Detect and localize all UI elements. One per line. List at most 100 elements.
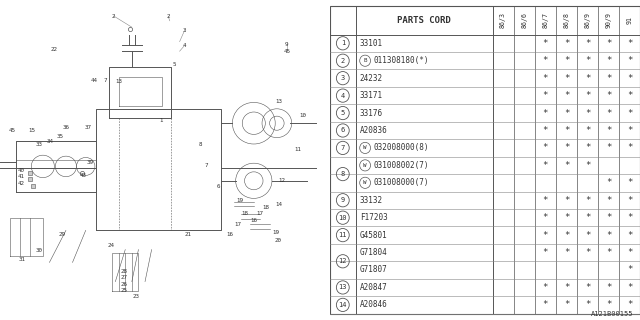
Text: *: * xyxy=(627,178,632,187)
Text: *: * xyxy=(564,248,569,257)
Text: *: * xyxy=(564,91,569,100)
Text: W: W xyxy=(364,180,367,185)
Text: *: * xyxy=(564,74,569,83)
Text: *: * xyxy=(585,300,590,309)
Text: *: * xyxy=(564,39,569,48)
Text: 86/8: 86/8 xyxy=(563,12,570,28)
Text: 90/9: 90/9 xyxy=(605,12,612,28)
Text: *: * xyxy=(606,126,611,135)
Text: 39: 39 xyxy=(86,160,93,165)
Text: 14: 14 xyxy=(275,202,282,207)
Text: *: * xyxy=(585,56,590,65)
Text: 032008000(8): 032008000(8) xyxy=(373,143,429,152)
Text: G71807: G71807 xyxy=(360,266,387,275)
Text: G71804: G71804 xyxy=(360,248,387,257)
Text: 9: 9 xyxy=(285,42,289,47)
Text: *: * xyxy=(606,39,611,48)
Text: 2: 2 xyxy=(340,58,345,64)
Text: *: * xyxy=(585,196,590,205)
Text: F17203: F17203 xyxy=(360,213,387,222)
Text: 29: 29 xyxy=(58,232,65,237)
Text: 30: 30 xyxy=(35,248,42,253)
Text: 10: 10 xyxy=(339,215,347,221)
Text: *: * xyxy=(543,74,548,83)
Text: *: * xyxy=(564,108,569,117)
Text: 86/3: 86/3 xyxy=(500,12,506,28)
Text: *: * xyxy=(627,266,632,275)
Text: 13: 13 xyxy=(115,79,122,84)
Text: 44: 44 xyxy=(90,78,97,83)
Text: 21: 21 xyxy=(185,232,192,237)
Text: 3: 3 xyxy=(183,28,186,33)
Text: A20847: A20847 xyxy=(360,283,387,292)
Text: 011308180(*): 011308180(*) xyxy=(373,56,429,65)
Text: 33: 33 xyxy=(35,142,42,147)
Text: 36: 36 xyxy=(63,125,70,130)
Text: 27: 27 xyxy=(121,275,128,280)
Text: 1: 1 xyxy=(159,118,163,124)
Text: PARTS CORD: PARTS CORD xyxy=(397,16,451,25)
Text: 18: 18 xyxy=(241,211,248,216)
Text: A20836: A20836 xyxy=(360,126,387,135)
Text: *: * xyxy=(585,126,590,135)
Text: 11: 11 xyxy=(339,232,347,238)
Text: 5: 5 xyxy=(173,61,177,67)
Text: *: * xyxy=(627,56,632,65)
Text: 31: 31 xyxy=(19,257,26,262)
Text: 42: 42 xyxy=(18,180,25,186)
Text: *: * xyxy=(543,300,548,309)
Text: *: * xyxy=(585,108,590,117)
Text: 91: 91 xyxy=(627,16,633,25)
Text: *: * xyxy=(564,300,569,309)
Text: *: * xyxy=(606,143,611,152)
Text: 33132: 33132 xyxy=(360,196,383,205)
Text: W: W xyxy=(364,145,367,150)
Text: 11: 11 xyxy=(295,147,302,152)
Text: *: * xyxy=(585,213,590,222)
Text: *: * xyxy=(543,108,548,117)
Text: 24: 24 xyxy=(108,243,115,248)
Text: 25: 25 xyxy=(121,288,128,293)
Text: *: * xyxy=(543,213,548,222)
Text: 33171: 33171 xyxy=(360,91,383,100)
Text: *: * xyxy=(564,283,569,292)
Text: *: * xyxy=(606,248,611,257)
Text: *: * xyxy=(543,196,548,205)
Text: 2: 2 xyxy=(112,13,115,19)
Text: 17: 17 xyxy=(256,211,263,216)
Text: *: * xyxy=(627,143,632,152)
Text: *: * xyxy=(606,56,611,65)
Text: *: * xyxy=(564,161,569,170)
Text: *: * xyxy=(627,126,632,135)
Text: 17: 17 xyxy=(234,222,241,227)
Text: 43: 43 xyxy=(79,173,86,178)
Text: *: * xyxy=(585,91,590,100)
Text: *: * xyxy=(627,39,632,48)
Text: 45: 45 xyxy=(9,128,16,133)
Text: *: * xyxy=(543,161,548,170)
Text: *: * xyxy=(627,213,632,222)
Text: 7: 7 xyxy=(104,78,108,83)
Text: 12: 12 xyxy=(278,178,285,183)
Text: *: * xyxy=(627,248,632,257)
Text: 16: 16 xyxy=(227,232,234,237)
Text: 7: 7 xyxy=(205,163,209,168)
Text: 19: 19 xyxy=(273,230,280,236)
Text: 15: 15 xyxy=(29,128,36,133)
Text: *: * xyxy=(585,143,590,152)
Text: 86/7: 86/7 xyxy=(542,12,548,28)
Text: 34: 34 xyxy=(47,139,54,144)
Text: *: * xyxy=(564,56,569,65)
Text: 20: 20 xyxy=(275,238,282,243)
Text: 4: 4 xyxy=(340,92,345,99)
Text: *: * xyxy=(564,126,569,135)
Text: *: * xyxy=(564,213,569,222)
Text: 6: 6 xyxy=(216,184,220,189)
Text: *: * xyxy=(606,108,611,117)
Text: 9: 9 xyxy=(340,197,345,203)
Text: 86/6: 86/6 xyxy=(521,12,527,28)
Text: 4: 4 xyxy=(183,43,186,48)
Text: B: B xyxy=(364,58,367,63)
Text: *: * xyxy=(627,300,632,309)
Text: *: * xyxy=(585,248,590,257)
